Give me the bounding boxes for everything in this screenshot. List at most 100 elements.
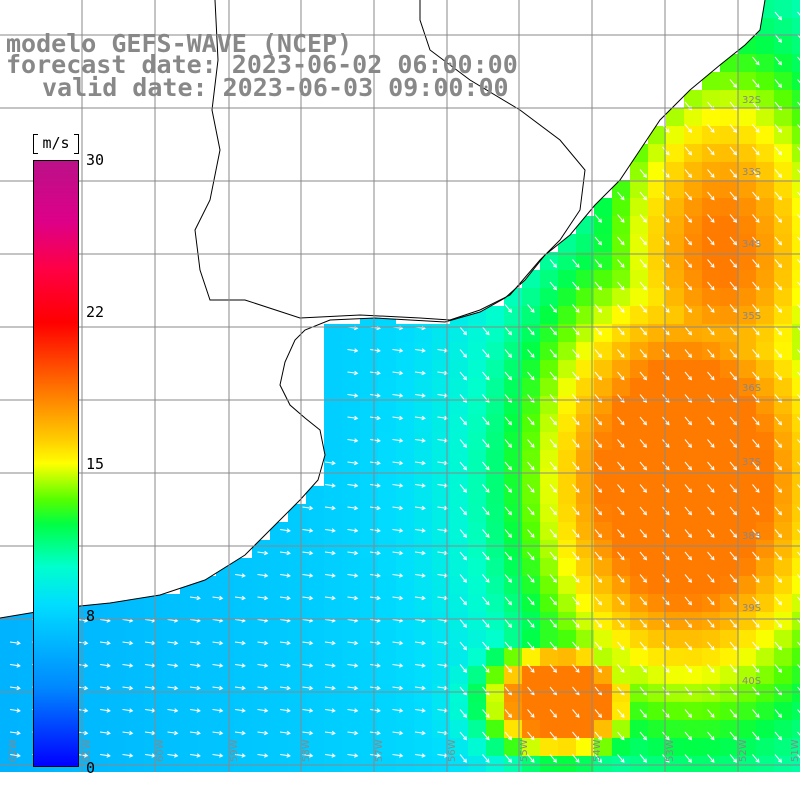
wind-cell: [720, 324, 738, 342]
wind-arrow: [302, 574, 313, 577]
wind-arrow-head: [732, 466, 738, 471]
wind-cell: [468, 558, 486, 576]
wind-arrow-head: [732, 241, 738, 246]
wind-cell: [396, 594, 414, 612]
wind-arrow: [369, 416, 380, 419]
wind-cell: [396, 468, 414, 486]
wind-cell: [594, 594, 612, 612]
wind-arrow: [684, 664, 692, 673]
wind-cell: [504, 504, 522, 522]
wind-cell: [468, 504, 486, 522]
wind-cell: [756, 144, 774, 162]
wind-cell: [756, 126, 774, 144]
wind-arrow-head: [376, 505, 381, 511]
wind-cell: [144, 738, 162, 756]
wind-cell: [612, 234, 630, 252]
wind-arrow-head: [575, 623, 580, 628]
wind-cell: [756, 342, 774, 360]
wind-arrow: [752, 146, 760, 155]
wind-cell: [738, 594, 756, 612]
wind-arrow: [729, 259, 737, 268]
wind-arrow-head: [376, 460, 381, 466]
wind-cell: [756, 108, 774, 126]
wind-arrow: [392, 619, 403, 622]
wind-arrow-head: [597, 578, 603, 583]
wind-arrow: [594, 394, 602, 403]
wind-arrow: [707, 506, 715, 515]
wind-arrow: [527, 304, 535, 313]
wind-arrow-head: [755, 646, 760, 651]
wind-cell: [558, 396, 576, 414]
wind-cell: [180, 720, 198, 738]
wind-arrow: [707, 709, 715, 718]
wind-cell: [666, 504, 684, 522]
wind-arrow-head: [687, 286, 693, 291]
wind-cell: [414, 486, 432, 504]
wind-cell: [720, 666, 738, 684]
wind-cell: [684, 648, 702, 666]
wind-arrow-head: [620, 376, 625, 381]
wind-arrow-head: [173, 685, 179, 691]
wind-arrow: [437, 686, 448, 689]
wind-arrow: [729, 191, 737, 200]
wind-cell: [450, 576, 468, 594]
wind-arrow: [684, 529, 692, 538]
wind-arrow-head: [552, 668, 558, 673]
wind-cell: [252, 594, 270, 612]
wind-cell: [720, 576, 738, 594]
wind-cell: [774, 540, 792, 558]
wind-cell: [630, 414, 648, 432]
wind-arrow: [729, 551, 737, 560]
wind-cell: [648, 234, 666, 252]
wind-cell: [162, 702, 180, 720]
wind-cell: [720, 684, 738, 702]
wind-cell: [432, 612, 450, 630]
wind-cell: [612, 540, 630, 558]
wind-arrow-head: [777, 646, 783, 651]
wind-cell: [144, 720, 162, 738]
wind-cell: [774, 414, 792, 432]
wind-arrow-head: [485, 578, 490, 583]
wind-arrow: [324, 641, 335, 644]
wind-cell: [450, 450, 468, 468]
wind-cell: [702, 612, 720, 630]
wind-cell: [756, 738, 774, 756]
wind-cell: [720, 270, 738, 288]
wind-cell: [774, 54, 792, 72]
wind-cell: [792, 378, 800, 396]
wind-cell: [720, 198, 738, 216]
wind-arrow: [279, 754, 290, 757]
wind-arrow: [549, 686, 557, 695]
wind-arrow-head: [620, 263, 625, 268]
wind-cell: [342, 558, 360, 576]
wind-arrow-head: [16, 640, 21, 646]
wind-arrow-head: [755, 151, 760, 156]
wind-arrow-head: [777, 466, 783, 471]
wind-arrow-head: [755, 556, 760, 561]
wind-cell: [450, 396, 468, 414]
wind-cell: [576, 234, 594, 252]
wind-cell: [792, 144, 800, 162]
wind-cell: [702, 108, 720, 126]
wind-arrow: [482, 551, 490, 560]
wind-cell: [774, 648, 792, 666]
wind-cell: [666, 702, 684, 720]
wind-arrow: [527, 394, 535, 403]
wind-arrow: [459, 416, 467, 425]
wind-cell: [504, 414, 522, 432]
wind-cell: [576, 720, 594, 738]
wind-cell: [540, 396, 558, 414]
wind-arrow: [572, 416, 580, 425]
wind-arrow-head: [777, 263, 783, 268]
wind-arrow-head: [331, 528, 336, 533]
wind-arrow-head: [597, 668, 603, 673]
wind-arrow-head: [530, 578, 535, 583]
longitude-label: 58W: [301, 739, 312, 762]
wind-cell: [792, 198, 800, 216]
wind-cell: [720, 504, 738, 522]
wind-arrow-head: [620, 646, 625, 651]
wind-cell: [468, 414, 486, 432]
wind-cell: [630, 594, 648, 612]
wind-cell: [216, 594, 234, 612]
wind-arrow-head: [331, 460, 336, 466]
